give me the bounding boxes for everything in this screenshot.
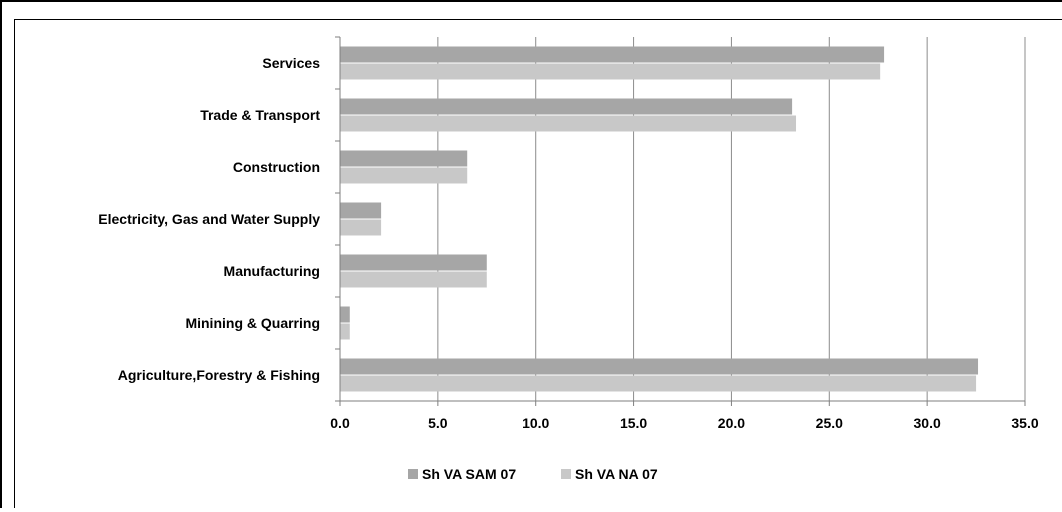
bar-na-6 xyxy=(340,63,881,80)
legend: Sh VA SAM 07 Sh VA NA 07 xyxy=(408,466,658,482)
bar-na-0 xyxy=(340,375,977,392)
x-tick-label: 10.0 xyxy=(522,415,549,431)
legend-label: Sh VA SAM 07 xyxy=(422,466,516,482)
bar-sam-3 xyxy=(340,202,382,219)
category-label: Electricity, Gas and Water Supply xyxy=(98,211,320,227)
bars xyxy=(340,46,979,392)
bar-na-3 xyxy=(340,219,382,236)
category-labels: Agriculture,Forestry & Fishing Minining &… xyxy=(98,55,320,383)
bar-sam-4 xyxy=(340,150,468,167)
x-tick-label: 30.0 xyxy=(914,415,941,431)
bar-sam-0 xyxy=(340,358,979,375)
bar-na-4 xyxy=(340,167,468,184)
x-tick-label: 35.0 xyxy=(1011,415,1038,431)
category-label: Agriculture,Forestry & Fishing xyxy=(118,367,320,383)
x-tick-labels: 0.0 5.0 10.0 15.0 20.0 25.0 30.0 35.0 xyxy=(330,415,1039,431)
legend-label: Sh VA NA 07 xyxy=(575,466,658,482)
chart-area: Agriculture,Forestry & Fishing Minining &… xyxy=(14,19,1062,508)
x-tick-label: 20.0 xyxy=(718,415,745,431)
bar-na-2 xyxy=(340,271,487,288)
bar-na-5 xyxy=(340,115,797,132)
legend-swatch xyxy=(561,469,571,479)
bar-na-1 xyxy=(340,323,350,340)
category-label: Manufacturing xyxy=(224,263,320,279)
x-tick-label: 0.0 xyxy=(330,415,350,431)
bar-chart: Agriculture,Forestry & Fishing Minining &… xyxy=(98,36,1039,482)
bar-sam-2 xyxy=(340,254,487,271)
category-label: Minining & Quarring xyxy=(185,315,320,331)
gridlines xyxy=(437,37,1026,401)
bar-sam-6 xyxy=(340,46,885,63)
bar-sam-1 xyxy=(340,306,350,323)
x-tick-label: 5.0 xyxy=(428,415,448,431)
x-tick-label: 25.0 xyxy=(816,415,843,431)
category-label: Construction xyxy=(233,159,320,175)
category-label: Trade & Transport xyxy=(200,107,320,123)
bar-sam-5 xyxy=(340,98,793,115)
axes xyxy=(335,36,1026,406)
category-label: Services xyxy=(262,55,320,71)
x-tick-label: 15.0 xyxy=(620,415,647,431)
legend-swatch xyxy=(408,469,418,479)
